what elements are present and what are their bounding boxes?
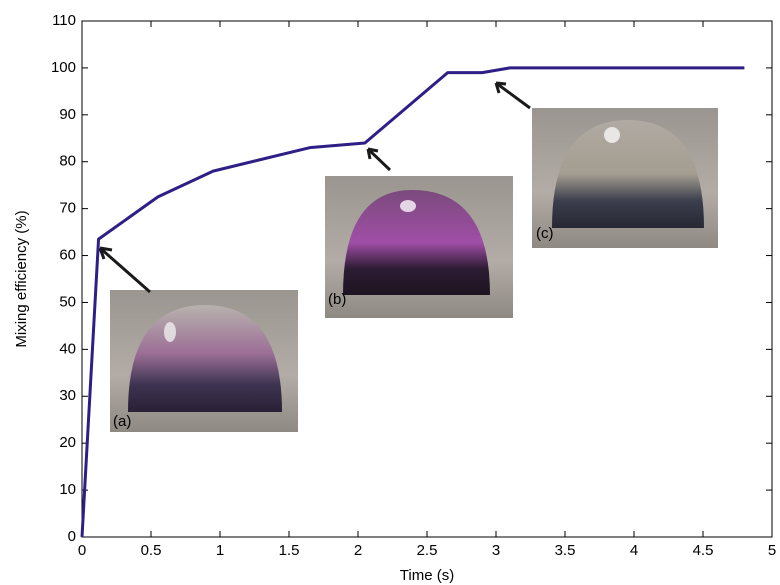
x-tick-label: 2.5 bbox=[417, 542, 438, 559]
y-tick-label: 10 bbox=[59, 481, 76, 498]
annotation: (a) bbox=[113, 413, 131, 430]
y-tick-label: 110 bbox=[52, 12, 76, 29]
y-tick-label: 50 bbox=[59, 293, 76, 310]
inset-b: (b) bbox=[325, 176, 513, 318]
y-axis-label: Mixing efficiency (%) bbox=[13, 210, 30, 347]
x-tick-label: 4 bbox=[630, 542, 638, 559]
x-tick-label: 3.5 bbox=[555, 542, 576, 559]
arrows bbox=[98, 81, 531, 294]
x-tick-label: 2 bbox=[354, 542, 362, 559]
x-tick-label: 3 bbox=[492, 542, 500, 559]
annotation: (b) bbox=[328, 291, 346, 308]
y-tick-label: 20 bbox=[59, 434, 76, 451]
x-axis-label: Time (s) bbox=[400, 567, 454, 584]
x-tick-label: 5 bbox=[768, 542, 776, 559]
x-tick-label: 0.5 bbox=[141, 542, 162, 559]
x-tick-label: 0 bbox=[78, 542, 86, 559]
x-tick-label: 1.5 bbox=[279, 542, 300, 559]
y-tick-label: 40 bbox=[59, 340, 76, 357]
y-tick-label: 0 bbox=[68, 528, 76, 545]
y-tick-label: 90 bbox=[59, 106, 76, 123]
data-line bbox=[80, 66, 745, 538]
inset-c: (c) bbox=[532, 108, 718, 248]
y-tick-label: 60 bbox=[59, 247, 76, 264]
annotation: (c) bbox=[536, 225, 554, 242]
y-tick-label: 30 bbox=[59, 387, 76, 404]
y-tick-label: 70 bbox=[59, 200, 76, 217]
y-tick-label: 100 bbox=[51, 59, 76, 76]
inset-a: (a) bbox=[110, 290, 298, 432]
x-tick-label: 4.5 bbox=[693, 542, 714, 559]
x-tick-label: 1 bbox=[216, 542, 224, 559]
y-tick-label: 80 bbox=[59, 153, 76, 170]
